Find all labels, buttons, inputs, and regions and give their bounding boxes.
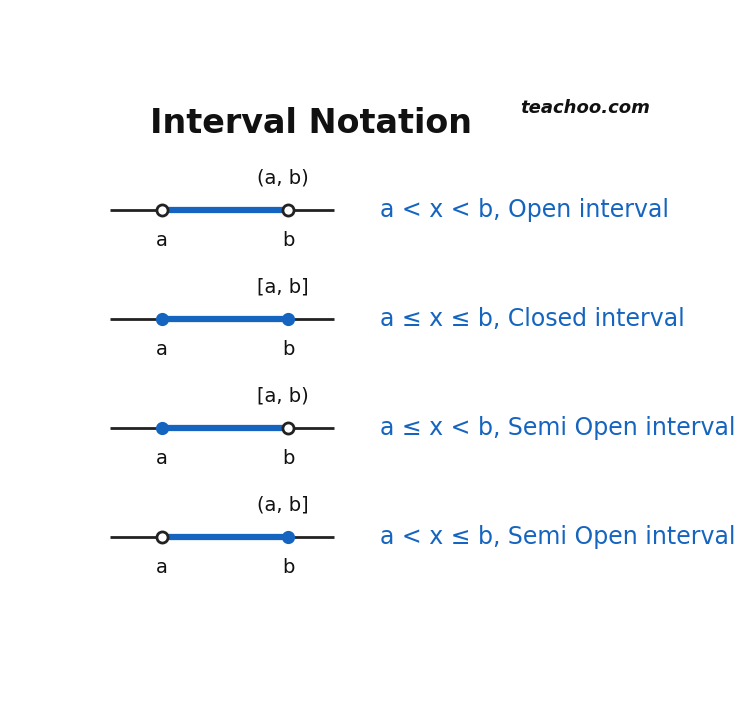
Text: (a, b): (a, b) [257, 168, 309, 187]
Text: a < x < b, Open interval: a < x < b, Open interval [381, 198, 669, 222]
Text: a ≤ x ≤ b, Closed interval: a ≤ x ≤ b, Closed interval [381, 307, 685, 331]
Text: a < x ≤ b, Semi Open interval: a < x ≤ b, Semi Open interval [381, 525, 736, 549]
Text: (a, b]: (a, b] [257, 495, 309, 514]
Text: a ≤ x < b, Semi Open interval: a ≤ x < b, Semi Open interval [381, 416, 736, 440]
Text: b: b [282, 231, 295, 250]
Text: b: b [282, 449, 295, 468]
Text: teachoo.com: teachoo.com [521, 98, 651, 117]
Text: a: a [156, 558, 168, 577]
Text: a: a [156, 231, 168, 250]
Text: Interval Notation: Interval Notation [151, 107, 472, 139]
Text: a: a [156, 449, 168, 468]
Text: b: b [282, 558, 295, 577]
Text: [a, b): [a, b) [257, 386, 309, 405]
Text: [a, b]: [a, b] [257, 277, 309, 296]
Text: a: a [156, 340, 168, 359]
Text: b: b [282, 340, 295, 359]
